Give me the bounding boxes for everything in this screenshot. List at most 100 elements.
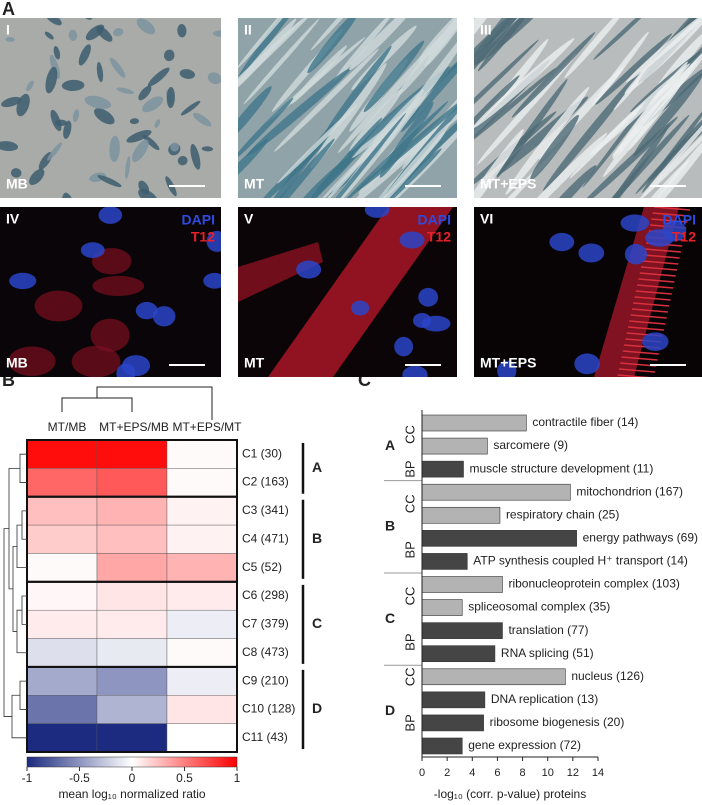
x-tick-label: 2 xyxy=(444,767,450,779)
panel-label: A xyxy=(2,0,15,19)
colorbar-tick-label: 1 xyxy=(234,771,241,785)
cell xyxy=(166,86,175,109)
bar-label: DNA replication (13) xyxy=(491,692,598,706)
fiber xyxy=(635,104,702,195)
micrograph xyxy=(474,207,702,377)
dendrogram xyxy=(61,397,133,412)
nucleus xyxy=(412,312,432,328)
cell xyxy=(179,69,196,79)
x-axis-title: -log₁₀ (corr. p-value) proteins xyxy=(434,787,586,801)
fiber xyxy=(378,27,457,156)
cell xyxy=(1,96,22,108)
cell xyxy=(126,129,152,143)
heatmap-cell xyxy=(166,524,238,554)
striation xyxy=(630,314,667,319)
fiber xyxy=(505,86,590,195)
bar-label: mitochondrion (167) xyxy=(576,484,683,498)
cell xyxy=(109,57,126,78)
fiber xyxy=(363,40,425,113)
fiber xyxy=(238,86,272,149)
cell xyxy=(147,67,170,87)
nucleus xyxy=(152,306,176,327)
colorbar-tick-label: 0 xyxy=(129,771,136,785)
heatmap-cell xyxy=(166,496,238,526)
condition-label: MT xyxy=(244,176,265,192)
nucleus xyxy=(135,301,158,320)
nucleus xyxy=(402,365,428,377)
cell xyxy=(129,118,140,125)
stain-label: T12 xyxy=(672,229,696,245)
fiber xyxy=(246,68,351,157)
cell xyxy=(0,141,19,152)
cell xyxy=(10,168,22,178)
row-label: C8 (473) xyxy=(242,645,289,659)
bar-label: nucleus (126) xyxy=(571,669,644,683)
fiber xyxy=(474,75,520,163)
cell xyxy=(55,0,65,7)
fiber xyxy=(643,104,702,197)
heatmap-cell xyxy=(26,723,98,753)
ontology-label: CC xyxy=(402,494,417,513)
fiber xyxy=(238,138,269,198)
fiber xyxy=(538,165,597,198)
striation xyxy=(652,212,689,217)
cell xyxy=(170,142,180,152)
stain-label: DAPI xyxy=(182,212,215,228)
fiber xyxy=(401,18,457,133)
fiber xyxy=(593,18,658,60)
heatmap-cell xyxy=(166,439,238,469)
panel-numeral: VI xyxy=(480,211,493,227)
colorbar-tick-label: 0.5 xyxy=(176,771,193,785)
bar-label: respiratory chain (25) xyxy=(506,507,619,521)
heatmap-cell xyxy=(26,666,98,696)
fiber xyxy=(474,18,524,88)
cell xyxy=(192,112,212,127)
bar xyxy=(421,691,486,709)
row-label: C6 (298) xyxy=(242,588,289,602)
heatmap-cell xyxy=(96,581,168,611)
heatmap-cell xyxy=(96,666,168,696)
dendrogram xyxy=(8,467,20,590)
bar xyxy=(421,437,488,455)
fiber xyxy=(474,38,575,129)
panel-numeral: IV xyxy=(6,211,20,227)
column-label: MT/MB xyxy=(48,420,87,434)
cell xyxy=(97,175,122,188)
fiber xyxy=(474,129,524,198)
fiber xyxy=(337,34,444,154)
stain-label: T12 xyxy=(191,229,215,245)
fiber xyxy=(569,109,637,179)
bar-label: RNA splicing (51) xyxy=(501,646,594,660)
fiber xyxy=(273,48,379,153)
micrograph xyxy=(0,0,221,198)
nucleus xyxy=(620,214,650,232)
column-label: MT+EPS/MB xyxy=(99,420,169,434)
heatmap-cell xyxy=(96,553,168,583)
micrograph xyxy=(474,18,702,198)
myotube xyxy=(238,242,323,302)
panel-numeral: II xyxy=(244,22,252,38)
fiber xyxy=(633,73,702,157)
cell-body xyxy=(34,290,83,322)
cell-body xyxy=(71,345,121,377)
fiber xyxy=(277,104,358,184)
fiber xyxy=(474,67,557,148)
x-tick-label: 4 xyxy=(469,767,475,779)
cell xyxy=(78,44,91,66)
colorbar-label: mean log₁₀ normalized ratio xyxy=(58,787,205,801)
fiber xyxy=(296,117,383,198)
bar-label: contractile fiber (14) xyxy=(532,415,638,429)
bar-label: sarcomere (9) xyxy=(493,438,568,452)
cell xyxy=(45,18,62,26)
cell xyxy=(154,119,161,128)
x-tick-label: 10 xyxy=(542,767,554,779)
fiber xyxy=(475,18,565,65)
stain-label: T12 xyxy=(427,229,451,245)
nucleus xyxy=(394,336,414,357)
bar-label: translation (77) xyxy=(508,623,588,637)
heatmap-cell xyxy=(166,468,238,497)
striation xyxy=(651,218,688,223)
nucleus xyxy=(203,272,221,289)
nucleus xyxy=(418,287,439,307)
heatmap-cell xyxy=(96,468,168,497)
